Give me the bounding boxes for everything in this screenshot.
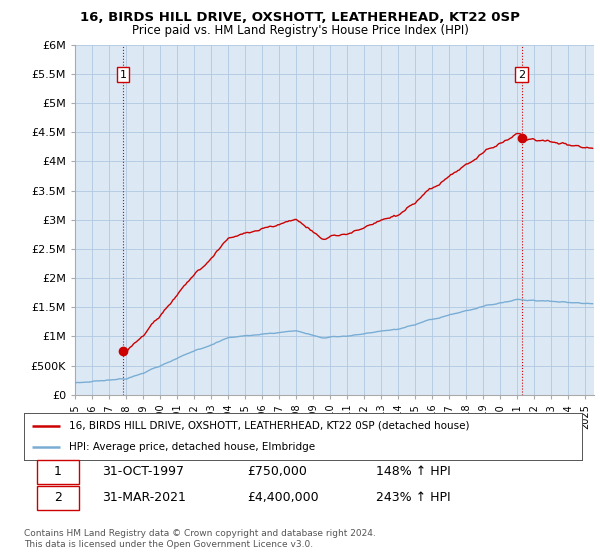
Text: 2: 2 [518,69,525,80]
Text: Contains HM Land Registry data © Crown copyright and database right 2024.
This d: Contains HM Land Registry data © Crown c… [24,529,376,549]
FancyBboxPatch shape [37,460,79,483]
Text: 31-OCT-1997: 31-OCT-1997 [102,465,184,478]
Text: Price paid vs. HM Land Registry's House Price Index (HPI): Price paid vs. HM Land Registry's House … [131,24,469,36]
Text: £750,000: £750,000 [247,465,307,478]
Text: 1: 1 [120,69,127,80]
Text: 148% ↑ HPI: 148% ↑ HPI [376,465,450,478]
Text: 243% ↑ HPI: 243% ↑ HPI [376,491,450,504]
Text: HPI: Average price, detached house, Elmbridge: HPI: Average price, detached house, Elmb… [68,442,315,452]
FancyBboxPatch shape [37,486,79,510]
Text: 2: 2 [54,491,62,504]
Text: 1: 1 [54,465,62,478]
Text: £4,400,000: £4,400,000 [247,491,319,504]
Text: 16, BIRDS HILL DRIVE, OXSHOTT, LEATHERHEAD, KT22 0SP (detached house): 16, BIRDS HILL DRIVE, OXSHOTT, LEATHERHE… [68,421,469,431]
Text: 31-MAR-2021: 31-MAR-2021 [102,491,186,504]
Text: 16, BIRDS HILL DRIVE, OXSHOTT, LEATHERHEAD, KT22 0SP: 16, BIRDS HILL DRIVE, OXSHOTT, LEATHERHE… [80,11,520,24]
